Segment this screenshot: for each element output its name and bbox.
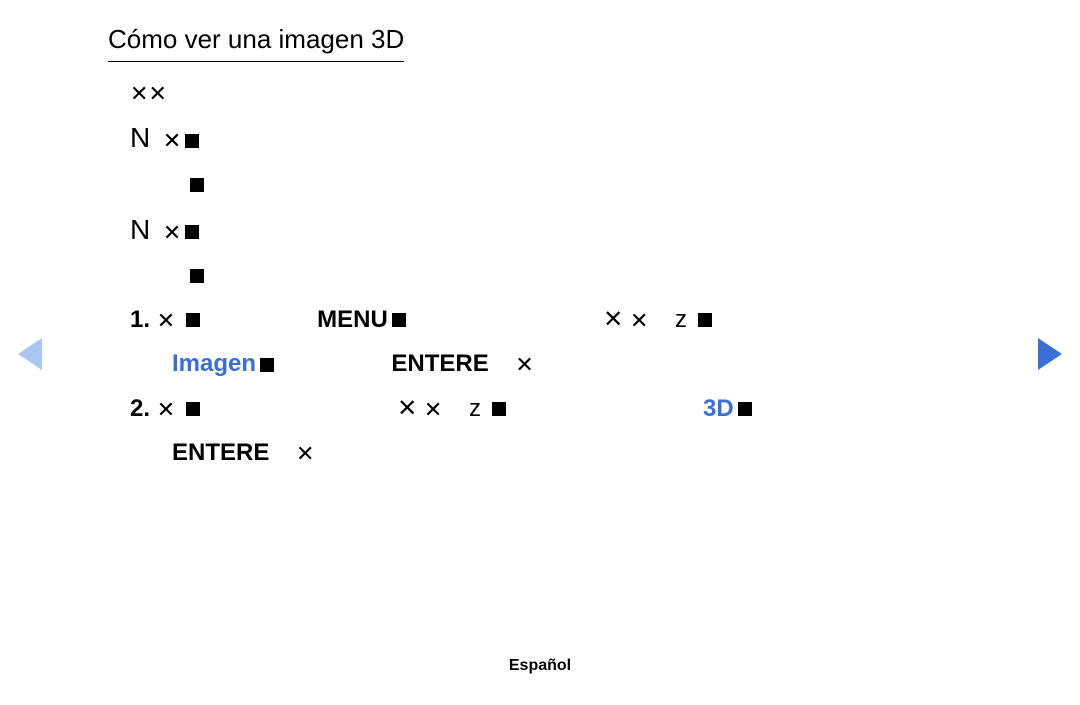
menu-label: MENU [317, 306, 388, 333]
glyph-row-2: N ✕ [130, 116, 950, 161]
glyph-x: ✕ [630, 303, 648, 338]
black-square-icon [185, 225, 199, 239]
black-square-icon [185, 134, 199, 148]
glyph-row-5 [130, 256, 950, 294]
glyph-x: ✕ [515, 347, 533, 382]
black-square-icon [698, 313, 712, 327]
glyph-x: ✕ [157, 392, 175, 427]
black-square-icon [190, 269, 204, 283]
step-2-line-1: 2. ✕ ✕ ✕ z 3D [130, 390, 950, 428]
step-2-number: 2. [130, 395, 150, 422]
enter-label: ENTER [172, 439, 253, 466]
glyph-x: ✕ [296, 436, 314, 471]
glyph-x: ✕ [163, 123, 181, 158]
glyph-x: ✕ [130, 76, 148, 111]
black-square-icon [260, 358, 274, 372]
glyph-z: z [675, 306, 687, 333]
enter-E: E [253, 439, 269, 466]
glyph-x: ✕ [157, 303, 175, 338]
black-square-icon [392, 313, 406, 327]
enter-E: E [473, 350, 489, 377]
glyph-x: ✕ [424, 392, 442, 427]
glyph-row-3 [130, 165, 950, 203]
black-square-icon [186, 402, 200, 416]
glyph-N: N [130, 122, 150, 153]
glyph-x: ✕ [163, 215, 181, 250]
black-square-icon [186, 313, 200, 327]
previous-page-arrow-icon[interactable] [18, 338, 42, 370]
glyph-x-small: ✕ [603, 306, 623, 333]
glyph-z: z [469, 395, 481, 422]
page-title: Cómo ver una imagen 3D [108, 24, 404, 62]
glyph-N: N [130, 214, 150, 245]
enter-label: ENTER [391, 350, 472, 377]
black-square-icon [190, 178, 204, 192]
footer-language: Español [0, 657, 1080, 675]
glyph-x: ✕ [148, 76, 166, 111]
content-area: ✕✕ N ✕ N ✕ 1. ✕ MENU ✕ ✕ z [130, 74, 950, 472]
step-1-line-1: 1. ✕ MENU ✕ ✕ z [130, 301, 950, 339]
black-square-icon [738, 402, 752, 416]
threeD-label: 3D [703, 395, 734, 422]
next-page-arrow-icon[interactable] [1038, 338, 1062, 370]
glyph-row-1: ✕✕ [130, 74, 950, 112]
glyph-row-4: N ✕ [130, 208, 950, 253]
step-1-number: 1. [130, 306, 150, 333]
imagen-label: Imagen [172, 350, 256, 377]
step-1-line-2: Imagen ENTERE ✕ [130, 345, 950, 383]
glyph-x-small: ✕ [397, 395, 417, 422]
step-2-line-2: ENTERE ✕ [130, 434, 950, 472]
black-square-icon [492, 402, 506, 416]
